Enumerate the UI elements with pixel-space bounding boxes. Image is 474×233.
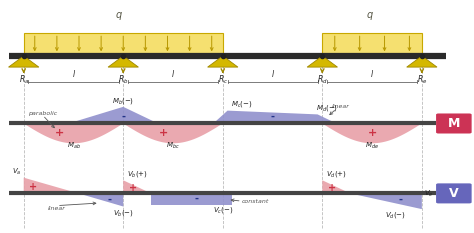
Polygon shape xyxy=(213,111,337,123)
Polygon shape xyxy=(208,56,238,67)
Text: q: q xyxy=(115,10,122,21)
Text: $V_d(+)$: $V_d(+)$ xyxy=(326,169,347,179)
Text: $V_a$: $V_a$ xyxy=(12,167,21,177)
Text: +: + xyxy=(328,184,336,193)
Text: -: - xyxy=(121,112,125,122)
Text: V: V xyxy=(449,187,458,200)
Polygon shape xyxy=(69,107,158,123)
Polygon shape xyxy=(322,123,422,143)
Polygon shape xyxy=(9,56,39,67)
Polygon shape xyxy=(151,193,232,205)
Polygon shape xyxy=(24,178,79,193)
Text: +: + xyxy=(29,182,37,192)
Text: -: - xyxy=(398,195,402,205)
Text: q: q xyxy=(366,10,373,21)
Text: $M_b(-)$: $M_b(-)$ xyxy=(112,96,134,106)
Text: l: l xyxy=(272,70,273,79)
Text: +: + xyxy=(367,128,377,138)
Polygon shape xyxy=(307,56,337,67)
Polygon shape xyxy=(350,193,422,209)
Text: l: l xyxy=(371,70,373,79)
Polygon shape xyxy=(407,56,437,67)
Text: $V_e$: $V_e$ xyxy=(424,189,434,199)
Text: parabolic: parabolic xyxy=(28,111,57,116)
Text: -: - xyxy=(271,112,274,122)
Text: l: l xyxy=(172,70,174,79)
Text: $R_a$: $R_a$ xyxy=(18,73,29,86)
Text: l: l xyxy=(73,70,74,79)
Text: $R_d$: $R_d$ xyxy=(317,73,328,86)
Text: $R_e$: $R_e$ xyxy=(417,73,427,86)
Text: $V_c(-)$: $V_c(-)$ xyxy=(212,205,233,215)
FancyBboxPatch shape xyxy=(436,183,472,203)
Text: M: M xyxy=(447,117,460,130)
Text: linear: linear xyxy=(47,206,65,211)
Text: $V_b(-)$: $V_b(-)$ xyxy=(113,208,134,218)
Text: +: + xyxy=(128,184,137,193)
Text: -: - xyxy=(194,193,199,203)
Text: $M_d(-)$: $M_d(-)$ xyxy=(316,103,338,113)
Text: $V_b(+)$: $V_b(+)$ xyxy=(127,169,148,179)
Polygon shape xyxy=(108,56,138,67)
Text: linear: linear xyxy=(332,104,350,109)
Text: $M_{de}$: $M_{de}$ xyxy=(365,141,379,151)
Text: $M_{bc}$: $M_{bc}$ xyxy=(166,141,180,151)
Text: -: - xyxy=(107,195,111,205)
Text: $R_b$: $R_b$ xyxy=(118,73,128,86)
Text: $R_c$: $R_c$ xyxy=(218,73,228,86)
FancyBboxPatch shape xyxy=(436,113,472,134)
Polygon shape xyxy=(123,180,151,193)
Polygon shape xyxy=(123,123,223,143)
Text: $M_{ab}$: $M_{ab}$ xyxy=(66,141,81,151)
Bar xyxy=(24,33,223,55)
Bar xyxy=(322,33,422,55)
Polygon shape xyxy=(79,193,123,206)
Polygon shape xyxy=(322,180,350,193)
Text: $V_d(-)$: $V_d(-)$ xyxy=(385,210,406,220)
Text: constant: constant xyxy=(242,199,269,204)
Text: +: + xyxy=(159,128,168,138)
Text: $M_c(-)$: $M_c(-)$ xyxy=(231,99,253,109)
Polygon shape xyxy=(24,123,123,143)
Text: +: + xyxy=(55,128,64,138)
